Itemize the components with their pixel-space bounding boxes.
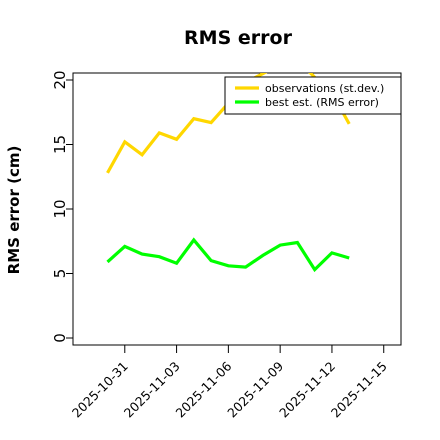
chart-title: RMS error (184, 27, 293, 49)
series-line-0 (106, 73, 351, 174)
x-tick-label: 2025-11-15 (328, 359, 390, 421)
y-tick-label: 10 (51, 199, 69, 218)
legend-label: best est. (RMS error) (265, 96, 379, 109)
legend-box (224, 76, 402, 115)
series-line-1 (106, 237, 350, 273)
y-tick-label: 5 (51, 269, 69, 279)
y-axis-label: RMS error (cm) (5, 146, 23, 275)
y-tick-label: 0 (51, 333, 69, 343)
legend: observations (st.dev.)best est. (RMS err… (224, 76, 402, 115)
y-tick-label: 15 (51, 135, 69, 154)
legend-label: observations (st.dev.) (265, 82, 384, 95)
x-axis: 2025-10-312025-11-032025-11-062025-11-09… (69, 345, 390, 420)
y-axis: 0 5 10 15 20 (51, 70, 73, 343)
y-tick-label: 20 (51, 70, 69, 89)
